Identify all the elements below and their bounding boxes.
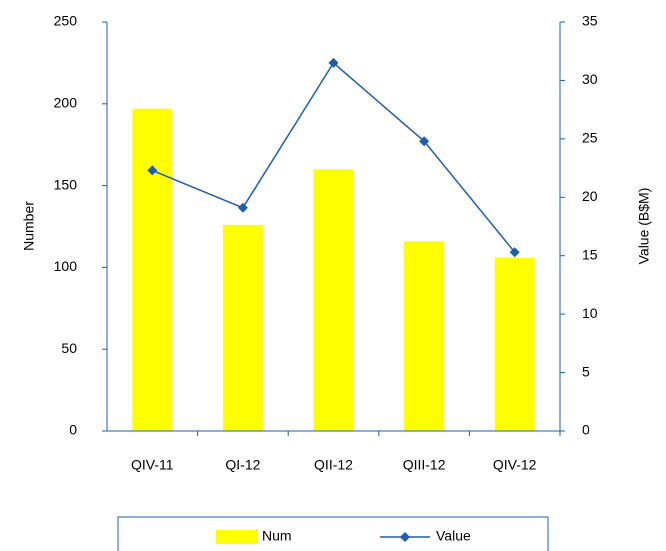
marker [147, 165, 158, 176]
marker [419, 136, 430, 147]
bar [222, 224, 263, 431]
legend-marker [400, 532, 410, 542]
y2-tick-label: 20 [582, 188, 598, 204]
bar [132, 108, 173, 431]
legend-swatch [216, 530, 258, 544]
y2-tick-label: 25 [582, 130, 598, 146]
x-tick-label: QI-12 [225, 457, 260, 473]
x-tick-label: QIV-12 [493, 457, 537, 473]
y2-tick-label: 0 [582, 422, 590, 438]
bar [404, 241, 445, 431]
y-tick-label: 150 [54, 176, 78, 192]
y2-axis-title: Value (B$M) [636, 188, 652, 265]
x-tick-label: QIV-11 [131, 457, 174, 473]
legend-label: Value [436, 528, 471, 544]
y-tick-label: 50 [61, 340, 77, 356]
y2-tick-label: 15 [582, 246, 598, 262]
marker [237, 202, 248, 213]
legend-box [117, 516, 549, 551]
legend-label: Num [262, 528, 292, 544]
y-tick-label: 100 [54, 258, 78, 274]
x-tick-label: QIII-12 [403, 457, 446, 473]
y-tick-label: 200 [54, 95, 78, 111]
y2-tick-label: 35 [582, 13, 598, 29]
y-axis-title: Number [21, 201, 37, 251]
y2-tick-label: 5 [582, 363, 590, 379]
y2-tick-label: 30 [582, 71, 598, 87]
marker [328, 57, 339, 68]
y2-tick-label: 10 [582, 305, 598, 321]
bar [494, 257, 535, 431]
y-tick-label: 250 [54, 13, 78, 29]
bar [313, 169, 354, 432]
y-tick-label: 0 [69, 422, 77, 438]
marker [509, 247, 520, 258]
x-tick-label: QII-12 [314, 457, 353, 473]
